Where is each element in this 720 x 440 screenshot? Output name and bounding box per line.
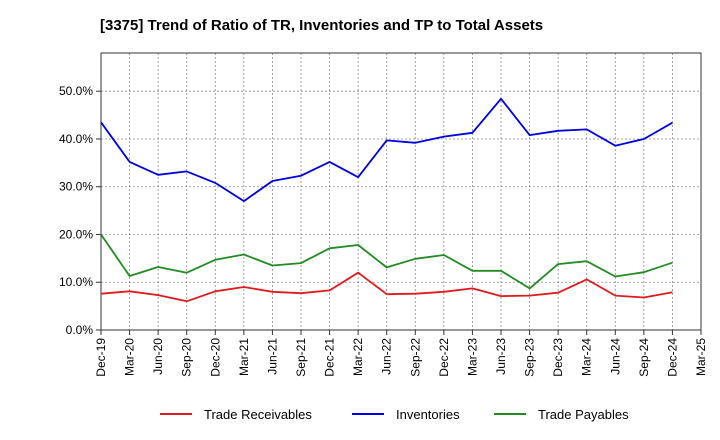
x-tick-label: Sep-20 bbox=[180, 338, 194, 377]
x-tick-label: Dec-24 bbox=[665, 338, 679, 377]
y-tick-label: 20.0% bbox=[59, 227, 93, 241]
legend-label: Trade Receivables bbox=[204, 407, 312, 422]
y-axis-ticks: 0.0% 10.0% 20.0% 30.0% 40.0% 50.0% bbox=[59, 84, 101, 337]
y-tick-label: 10.0% bbox=[59, 275, 93, 289]
x-tick-label: Dec-20 bbox=[208, 338, 222, 377]
legend: Trade Receivables Inventories Trade Payabl… bbox=[160, 407, 629, 422]
x-tick-label: Jun-23 bbox=[494, 338, 508, 375]
x-tick-label: Mar-22 bbox=[351, 338, 365, 376]
legend-label: Inventories bbox=[396, 407, 460, 422]
series-lines bbox=[100, 97, 673, 303]
grid-lines bbox=[100, 53, 702, 331]
x-tick-label: Mar-23 bbox=[465, 338, 479, 376]
x-tick-label: Mar-24 bbox=[580, 338, 594, 376]
x-tick-label: Mar-20 bbox=[123, 338, 137, 376]
x-tick-label: Dec-21 bbox=[323, 338, 337, 377]
x-tick-label: Dec-23 bbox=[551, 338, 565, 377]
x-tick-label: Mar-21 bbox=[237, 338, 251, 376]
x-tick-label: Dec-22 bbox=[437, 338, 451, 377]
y-tick-label: 40.0% bbox=[59, 132, 93, 146]
y-tick-label: 50.0% bbox=[59, 84, 93, 98]
x-tick-label: Mar-25 bbox=[694, 338, 708, 376]
y-tick-label: 0.0% bbox=[66, 323, 94, 337]
x-tick-label: Sep-22 bbox=[408, 338, 422, 377]
legend-label: Trade Payables bbox=[538, 407, 629, 422]
x-tick-label: Jun-22 bbox=[380, 338, 394, 375]
x-tick-label: Dec-19 bbox=[94, 338, 108, 377]
x-tick-label: Jun-24 bbox=[608, 338, 622, 375]
x-tick-label: Sep-21 bbox=[294, 338, 308, 377]
x-axis-ticks: Dec-19 Mar-20 Jun-20 Sep-20 Dec-20 Mar-21 Jun-… bbox=[94, 330, 708, 377]
x-tick-label: Jun-20 bbox=[151, 338, 165, 375]
x-tick-label: Jun-21 bbox=[265, 338, 279, 375]
x-tick-label: Sep-23 bbox=[523, 338, 537, 377]
series-line-inventories bbox=[100, 97, 673, 203]
series-line-trade-receivables bbox=[100, 271, 673, 303]
y-tick-label: 30.0% bbox=[59, 180, 93, 194]
plot-area-frame bbox=[100, 52, 702, 331]
chart-title: [3375] Trend of Ratio of TR, Inventories… bbox=[100, 17, 543, 34]
series-line-trade-payables bbox=[100, 233, 673, 290]
x-tick-label: Sep-24 bbox=[637, 338, 651, 377]
